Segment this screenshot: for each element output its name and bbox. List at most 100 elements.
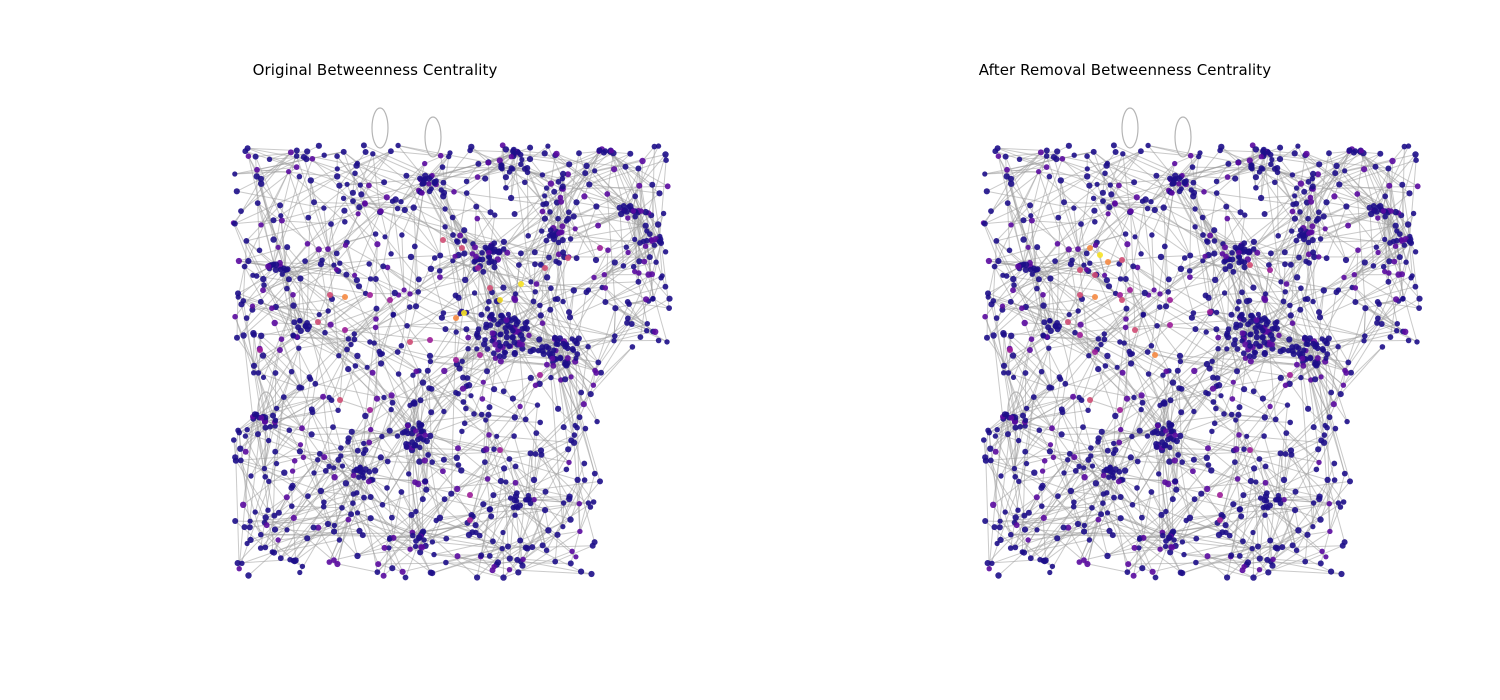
graph-node xyxy=(562,376,569,383)
edge xyxy=(389,409,392,431)
edge xyxy=(423,522,468,541)
edge xyxy=(493,262,515,299)
graph-node xyxy=(271,319,278,327)
graph-node xyxy=(243,315,250,321)
graph-node xyxy=(529,544,536,551)
graph-node xyxy=(308,406,315,413)
edge xyxy=(586,244,655,293)
edge xyxy=(1267,507,1296,511)
graph-node xyxy=(577,528,583,535)
edge xyxy=(469,149,629,208)
graph-node xyxy=(321,152,327,158)
edge xyxy=(1150,191,1170,203)
graph-node xyxy=(398,343,405,349)
graph-node xyxy=(342,480,350,487)
graph-node xyxy=(427,265,435,272)
edge xyxy=(386,425,409,489)
edge xyxy=(1116,367,1159,426)
edge xyxy=(412,370,429,404)
edge xyxy=(1204,256,1213,312)
graph-node xyxy=(271,526,279,533)
edge xyxy=(1343,346,1383,386)
edge xyxy=(1125,327,1128,399)
edge xyxy=(365,292,411,295)
graph-node xyxy=(275,509,282,516)
graph-node xyxy=(429,459,436,465)
edge xyxy=(1328,153,1336,174)
edge xyxy=(1010,155,1048,226)
edge xyxy=(1073,202,1115,209)
graph-node xyxy=(388,251,394,257)
graph-node xyxy=(257,545,264,551)
edge xyxy=(1344,170,1379,208)
edge xyxy=(273,539,340,554)
edge xyxy=(254,476,266,513)
graph-node xyxy=(243,238,250,244)
edge xyxy=(1089,151,1116,186)
graph-node xyxy=(290,302,297,309)
edge xyxy=(360,150,392,195)
graph-node xyxy=(491,564,497,570)
edge xyxy=(1083,497,1115,561)
graph-node xyxy=(574,476,581,483)
graph-node xyxy=(352,272,358,278)
graph-node xyxy=(602,299,609,305)
graph-node xyxy=(231,437,237,443)
edge xyxy=(531,498,570,548)
edge xyxy=(257,202,301,279)
graph-node xyxy=(269,305,275,312)
graph-node xyxy=(300,454,307,460)
edge xyxy=(1239,498,1280,510)
edge xyxy=(1162,447,1234,451)
edge xyxy=(1082,426,1148,437)
nodes-group xyxy=(230,142,673,581)
edge xyxy=(491,314,559,410)
edge xyxy=(1180,255,1206,270)
graph-node xyxy=(543,237,550,244)
edge xyxy=(540,450,570,500)
edge xyxy=(472,461,486,517)
high-centrality-node xyxy=(427,337,433,343)
edge xyxy=(311,432,413,435)
graph-node xyxy=(559,223,566,230)
graph-node xyxy=(475,160,482,167)
graph-node xyxy=(463,405,469,412)
graph-node xyxy=(486,506,494,513)
graph-node xyxy=(636,182,643,189)
edge xyxy=(1214,414,1239,424)
graph-node xyxy=(235,427,241,434)
graph-node xyxy=(487,322,494,329)
graph-node xyxy=(522,416,529,423)
edge xyxy=(556,153,661,242)
edge xyxy=(1401,184,1412,244)
graph-node xyxy=(382,234,388,240)
edge xyxy=(351,431,370,473)
graph-node xyxy=(426,352,434,359)
edge xyxy=(269,396,324,428)
edge xyxy=(242,414,256,505)
graph-node xyxy=(573,355,579,361)
edge xyxy=(1235,419,1291,423)
edge xyxy=(430,348,469,362)
graph-node xyxy=(417,397,424,404)
edge xyxy=(426,481,506,491)
graph-node xyxy=(354,552,361,560)
graph-node xyxy=(462,276,469,284)
edge xyxy=(242,240,247,301)
graph-node xyxy=(497,478,504,485)
graph-node xyxy=(623,244,629,250)
graph-node xyxy=(361,440,367,447)
edge xyxy=(479,499,515,536)
graph-node xyxy=(625,249,631,256)
graph-node xyxy=(373,305,380,312)
graph-node xyxy=(476,532,483,539)
graph-node xyxy=(573,255,580,262)
edge xyxy=(1310,379,1336,481)
edge xyxy=(1248,251,1282,283)
graph-node xyxy=(523,325,530,332)
edge xyxy=(996,529,1038,544)
graph-node xyxy=(416,534,423,541)
edge xyxy=(402,432,423,548)
edge xyxy=(236,190,324,209)
graph-node xyxy=(485,160,491,166)
